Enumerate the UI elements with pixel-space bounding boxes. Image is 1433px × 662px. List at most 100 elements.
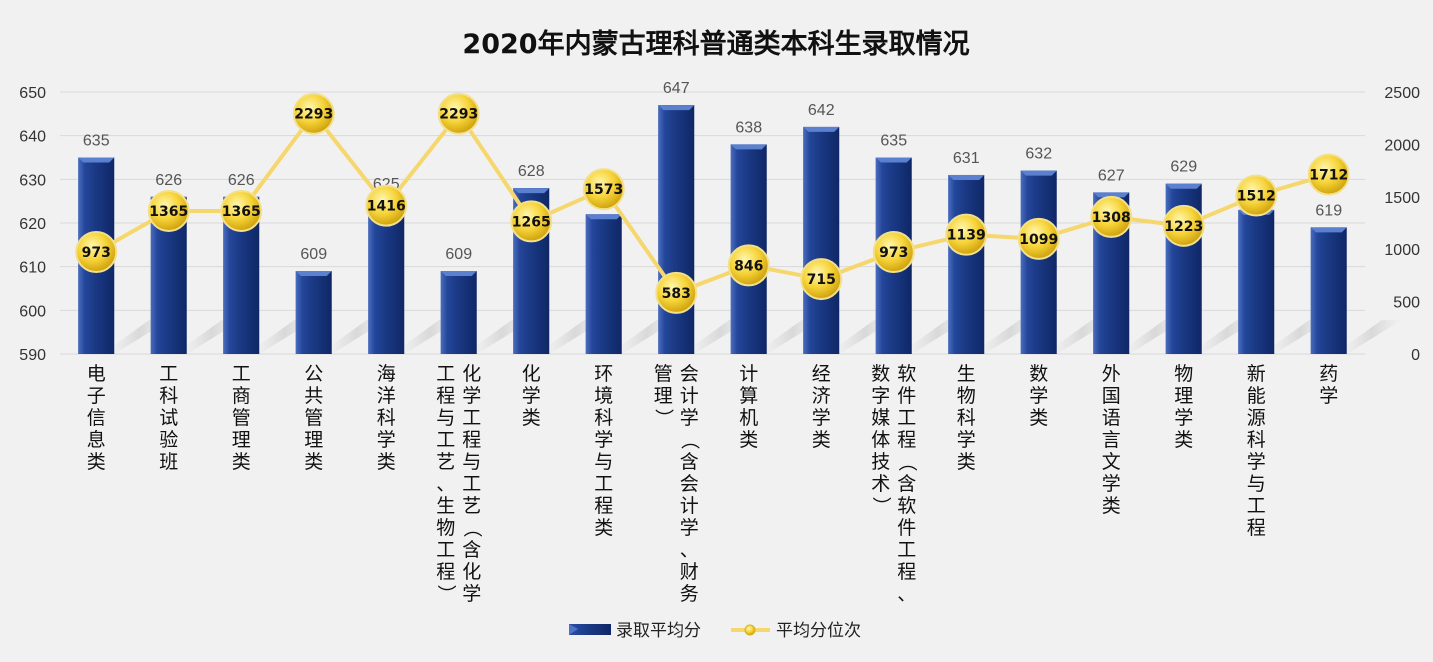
category-label-char: 国 — [1102, 385, 1121, 407]
category-label-char: 境 — [594, 385, 613, 407]
line-point-label: 846 — [734, 258, 763, 274]
category-label-char: 科 — [377, 407, 396, 429]
category-label-char: 工 — [436, 363, 455, 385]
bar — [1238, 209, 1275, 354]
category-label-char: 程 — [1247, 517, 1266, 539]
bar-value-label: 632 — [1025, 146, 1052, 163]
bar-top-bevel — [1093, 192, 1130, 198]
right-axis-tick: 2500 — [1384, 85, 1420, 102]
bar-top-bevel — [803, 126, 840, 132]
category-label-char: 工 — [897, 407, 916, 429]
bar-side-bevel — [1165, 183, 1172, 354]
bar-value-label: 628 — [518, 163, 545, 180]
line-point — [1017, 217, 1060, 260]
bar-value-label: 635 — [83, 133, 110, 150]
category-label-char: 科 — [957, 407, 976, 429]
bar-top-bevel — [513, 188, 550, 194]
bar-side-bevel — [1238, 209, 1245, 354]
line-point — [800, 258, 843, 301]
category-label-char: 学 — [1029, 385, 1048, 407]
bar — [1310, 227, 1347, 354]
category-label: 药学 — [1319, 363, 1338, 407]
category-label-char: 理 — [654, 385, 673, 407]
category-labels: 电子信息类工科试验班工商管理类公共管理类海洋科学类化学工程与工艺（含化学工程与工… — [87, 363, 1339, 605]
bar-side-bevel — [223, 196, 230, 354]
left-axis-tick: 590 — [19, 347, 46, 364]
category-label-char: 数 — [871, 363, 890, 385]
left-axis-tick: 630 — [19, 172, 46, 189]
line-point — [147, 189, 190, 232]
category-label-char: 学 — [957, 429, 976, 451]
category-label-char: 程 — [436, 385, 455, 407]
category-label-char: ） — [435, 584, 457, 603]
category-label-char: 外 — [1102, 363, 1121, 385]
chart-title: 2020年内蒙古理科普通类本科生录取情况 — [462, 28, 969, 60]
bar — [585, 214, 622, 354]
line-point-label: 973 — [879, 245, 908, 261]
category-label-char: 信 — [87, 407, 106, 429]
line-point-label: 2293 — [439, 107, 478, 123]
line-point — [75, 231, 118, 274]
bar-value-label: 647 — [663, 80, 690, 97]
category-label-char: 类 — [1102, 495, 1121, 517]
category-label-char: 试 — [159, 407, 178, 429]
category-label-char: 洋 — [377, 385, 396, 407]
line-point-label: 1365 — [149, 204, 188, 220]
right-axis-tick: 1500 — [1384, 190, 1420, 207]
line-point — [1235, 174, 1278, 217]
line-point-label: 1139 — [947, 228, 986, 244]
bar-side-bevel — [150, 196, 157, 354]
category-label-char: 工 — [1247, 495, 1266, 517]
category-label-char: 类 — [304, 451, 323, 473]
legend-bar-swatch — [569, 624, 611, 635]
category-label-char: 药 — [1319, 363, 1338, 385]
line-point-label: 1416 — [367, 199, 406, 215]
left-axis-tick: 600 — [19, 303, 46, 320]
line-point — [510, 200, 553, 243]
bar-side-bevel — [730, 144, 737, 354]
bar-side-bevel — [658, 105, 665, 354]
category-label-char: 管 — [304, 407, 323, 429]
category-label-char: 工 — [436, 429, 455, 451]
category-label-char: ） — [652, 408, 674, 427]
bar — [948, 174, 985, 354]
bar-value-label: 642 — [808, 102, 835, 119]
bar-top-bevel — [948, 174, 985, 180]
category-label-char: 工 — [462, 407, 481, 429]
category-label-char: 与 — [462, 451, 481, 473]
category-label-char: 类 — [377, 451, 396, 473]
category-label-char: 电 — [87, 363, 106, 385]
bar — [1020, 170, 1057, 354]
category-label-char: 学 — [1102, 473, 1121, 495]
bar-top-bevel — [730, 144, 767, 150]
bar-top-bevel — [295, 271, 332, 277]
line-point — [437, 92, 480, 135]
category-label-char: 物 — [1174, 363, 1193, 385]
bar-top-bevel — [875, 157, 912, 163]
category-label-char: 类 — [232, 451, 251, 473]
category-label-char: 类 — [594, 517, 613, 539]
category-label-char: 文 — [1102, 451, 1121, 473]
category-label-char: 子 — [87, 385, 106, 407]
category-label-char: 类 — [812, 429, 831, 451]
category-label-char: 、 — [897, 583, 916, 605]
category-label-char: 件 — [897, 385, 916, 407]
category-label-char: 商 — [232, 385, 251, 407]
category-label-char: 工 — [594, 473, 613, 495]
category-label-char: 机 — [739, 407, 758, 429]
legend: 录取平均分 平均分位次 — [569, 621, 861, 641]
category-label-char: 海 — [377, 363, 396, 385]
left-axis-tick: 650 — [19, 85, 46, 102]
category-label-char: 术 — [871, 473, 890, 495]
line-point-label: 1223 — [1164, 219, 1203, 235]
category-label-char: 学 — [1247, 451, 1266, 473]
category-label-char: 类 — [522, 407, 541, 429]
